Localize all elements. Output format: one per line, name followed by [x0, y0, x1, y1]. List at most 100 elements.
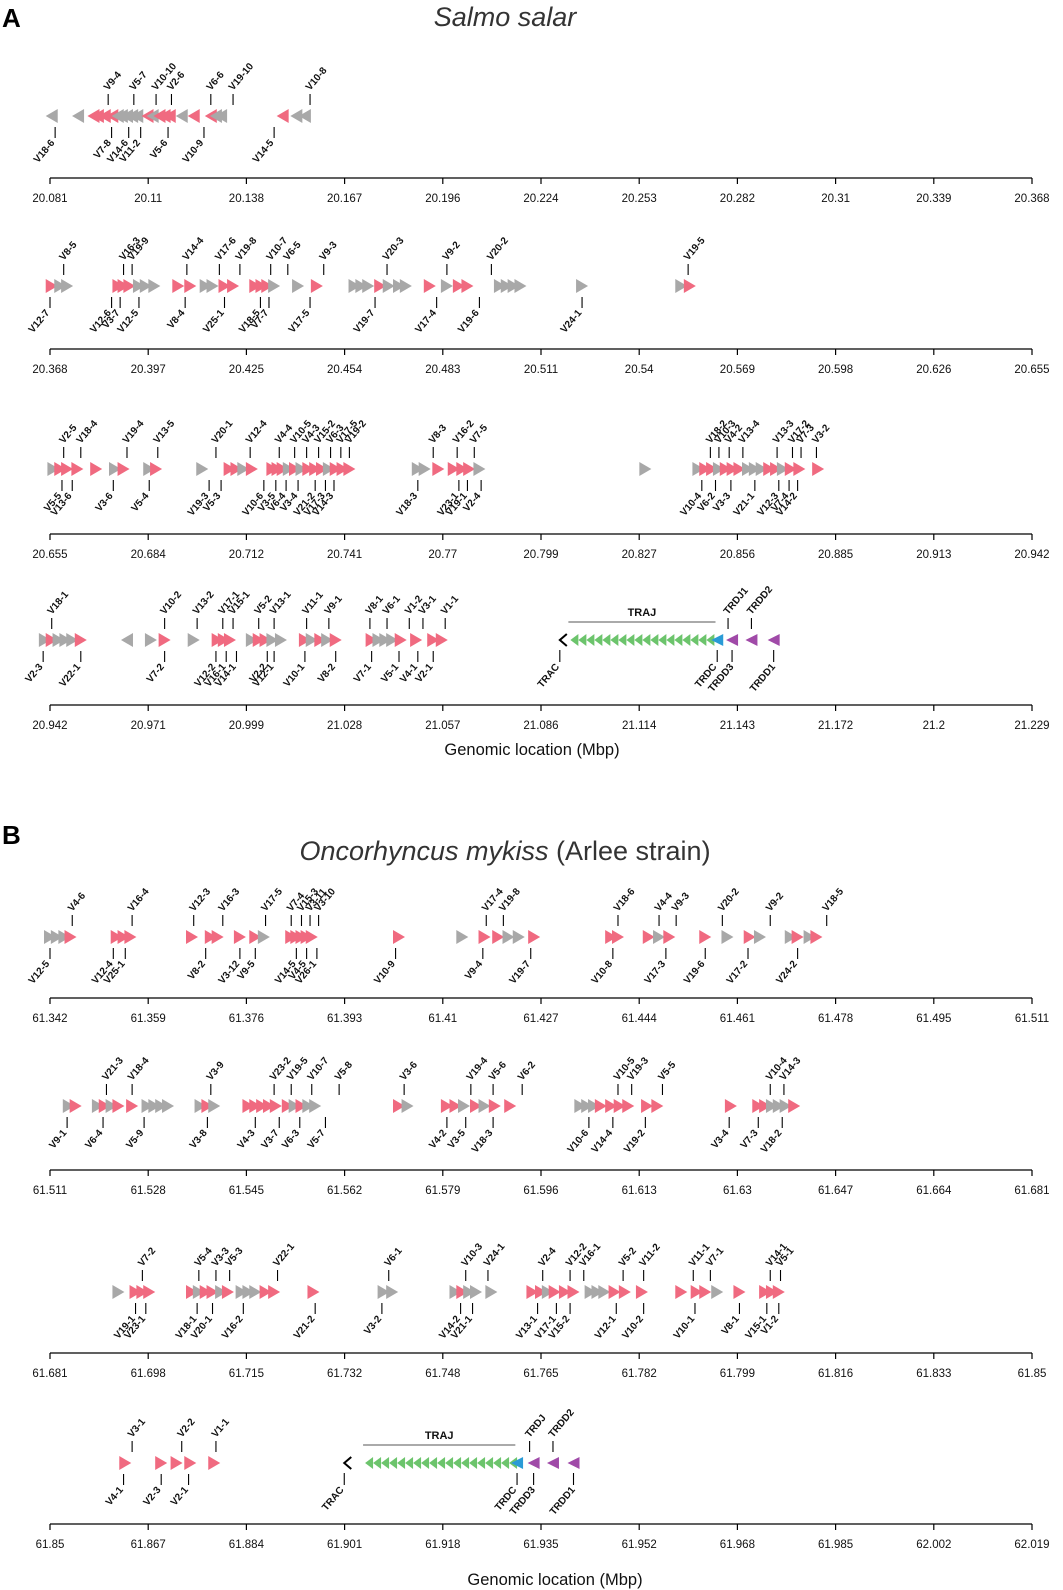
trav-gene-marker [187, 633, 200, 647]
tick-label: 61.511 [33, 1185, 67, 1197]
trav-gene-marker [281, 1099, 294, 1113]
tick-label: 20.196 [425, 193, 460, 205]
gene-label: V11-1 [300, 590, 326, 617]
tick-label: 61.596 [523, 1185, 558, 1197]
trav-gene-marker [500, 279, 513, 293]
traj-segment [642, 634, 651, 646]
trav-gene-marker [733, 1285, 746, 1299]
trav-gene-marker [155, 1099, 168, 1113]
gene-label: V2-1 [414, 662, 436, 686]
trav-gene-marker [692, 462, 705, 476]
trav-gene-marker [639, 462, 652, 476]
gene-label: V8-2 [316, 662, 338, 686]
traj-segment [405, 1457, 414, 1469]
trav-gene-marker [432, 462, 445, 476]
tick-label: 20.942 [1014, 549, 1049, 561]
gene-label: V10-7 [306, 1055, 332, 1083]
trav-gene-marker [812, 462, 825, 476]
gene-label: V8-2 [186, 959, 208, 983]
trav-gene-marker [204, 930, 217, 944]
traj-segment [682, 634, 691, 646]
panel-a-row-2: 20.368 20.397 20.425 20.454 20.483 20.511 20.5… [27, 235, 1050, 376]
gene-label: V10-8 [590, 959, 616, 987]
traj-segment [650, 634, 659, 646]
trdd-marker [726, 634, 739, 646]
gene-label: V20-2 [716, 886, 742, 914]
trav-gene-marker [401, 1099, 414, 1113]
trav-gene-marker [726, 462, 739, 476]
trav-gene-marker [447, 462, 460, 476]
trav-gene-marker [158, 633, 171, 647]
gene-label: V14-4 [590, 1128, 616, 1156]
trav-gene-marker [386, 633, 399, 647]
traj-segment [674, 634, 683, 646]
trav-gene-marker [309, 1099, 322, 1113]
tick-label: 61.85 [36, 1539, 65, 1551]
tick-label: 20.885 [818, 549, 853, 561]
trav-gene-marker [235, 1285, 248, 1299]
panel-a-row-4: 20.942 20.971 20.999 21.028 21.057 21.086 21.1… [23, 584, 1049, 732]
gene-label: V8-3 [427, 422, 449, 446]
trdc-marker [511, 1457, 524, 1469]
gene-label: V18-1 [46, 589, 72, 617]
trav-gene-marker [98, 1099, 111, 1113]
trav-gene-marker [535, 1285, 547, 1299]
gene-label: V12-5 [116, 308, 142, 336]
trav-gene-marker [393, 279, 406, 293]
trav-gene-marker [119, 1456, 132, 1470]
trav-gene-marker [61, 462, 74, 476]
traj-segment [658, 634, 667, 646]
trav-gene-marker [155, 1456, 168, 1470]
trav-gene-marker [223, 633, 236, 647]
trav-gene-marker [379, 633, 392, 647]
panel-b-row-4: 61.85 61.867 61.884 61.901 61.918 61.935 61.95… [36, 1407, 1050, 1551]
gene-label: V3-7 [260, 1128, 282, 1152]
tick-label: 20.655 [1014, 364, 1049, 376]
tick-label: 20.741 [327, 549, 362, 561]
traj-segment [421, 1457, 430, 1469]
trav-gene-marker [440, 1099, 453, 1113]
gene-label: V17-6 [213, 235, 239, 263]
tick-label: 20.856 [720, 549, 755, 561]
trav-gene-marker [793, 462, 806, 476]
tick-label: 61.748 [425, 1368, 460, 1380]
trav-gene-marker [218, 279, 231, 293]
trav-gene-marker [69, 1099, 82, 1113]
trav-gene-marker [217, 633, 230, 647]
trdd-label: TRDD1 [748, 662, 778, 695]
gene-label: V21-1 [732, 491, 758, 519]
trav-gene-marker [463, 1285, 476, 1299]
tick-label: 61.664 [916, 1185, 952, 1197]
gene-label: V6-1 [383, 1245, 405, 1269]
tick-label: 61.681 [1014, 1185, 1049, 1197]
trav-gene-marker [261, 279, 274, 293]
traj-segment [594, 634, 603, 646]
gene-label: V17-5 [259, 886, 285, 914]
gene-label: V18-5 [821, 886, 847, 914]
tick-label: 20.598 [818, 364, 853, 376]
trav-gene-marker [126, 1099, 139, 1113]
tick-label: 20.368 [1014, 193, 1049, 205]
trav-gene-marker [581, 1099, 594, 1113]
gene-label: V18-3 [470, 1128, 496, 1156]
trav-gene-marker [221, 1285, 234, 1299]
trav-gene-marker [163, 109, 176, 123]
trav-gene-marker [362, 279, 375, 293]
traj-segment [413, 1457, 422, 1469]
gene-label: V9-5 [236, 959, 258, 983]
tick-label: 21.229 [1014, 720, 1049, 732]
tick-label: 61.681 [32, 1368, 67, 1380]
trav-gene-marker [504, 1099, 517, 1113]
traj-segment [397, 1457, 406, 1469]
trav-gene-marker [249, 1099, 262, 1113]
tick-label: 61.884 [229, 1539, 265, 1551]
traj-segment [429, 1457, 438, 1469]
trav-gene-marker [148, 279, 161, 293]
panel-a-row-1: 20.081 20.11 20.138 20.167 20.196 20.224 20.25… [32, 61, 1050, 205]
trav-gene-marker [211, 930, 224, 944]
gene-label: V12-1 [593, 1314, 619, 1342]
trav-gene-marker [611, 930, 624, 944]
panel-a-species: Salmo salar [434, 2, 578, 32]
tick-label: 61.799 [720, 1368, 755, 1380]
trav-gene-marker [622, 1099, 635, 1113]
